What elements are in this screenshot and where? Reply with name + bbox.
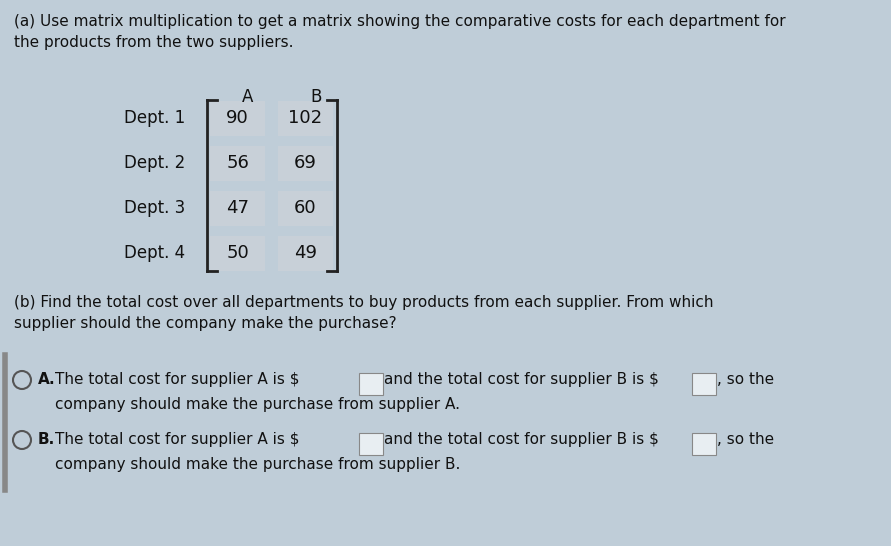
Text: 102: 102	[289, 109, 323, 127]
FancyBboxPatch shape	[210, 191, 265, 225]
FancyBboxPatch shape	[210, 100, 265, 135]
Text: and the total cost for supplier B is $: and the total cost for supplier B is $	[384, 432, 658, 447]
Text: Dept. 1: Dept. 1	[124, 109, 185, 127]
Text: company should make the purchase from supplier B.: company should make the purchase from su…	[55, 457, 461, 472]
Text: and the total cost for supplier B is $: and the total cost for supplier B is $	[384, 372, 658, 387]
FancyBboxPatch shape	[692, 433, 716, 455]
Text: company should make the purchase from supplier A.: company should make the purchase from su…	[55, 397, 460, 412]
Text: (a) Use matrix multiplication to get a matrix showing the comparative costs for : (a) Use matrix multiplication to get a m…	[14, 14, 786, 50]
FancyBboxPatch shape	[278, 235, 333, 270]
FancyBboxPatch shape	[278, 145, 333, 181]
Text: 49: 49	[294, 244, 317, 262]
FancyBboxPatch shape	[210, 235, 265, 270]
Text: 90: 90	[226, 109, 249, 127]
Text: A: A	[242, 88, 254, 106]
Text: , so the: , so the	[717, 432, 774, 447]
Text: B.: B.	[38, 432, 55, 447]
FancyBboxPatch shape	[692, 373, 716, 395]
FancyBboxPatch shape	[359, 433, 383, 455]
Text: Dept. 4: Dept. 4	[124, 244, 185, 262]
Text: B: B	[310, 88, 322, 106]
Text: The total cost for supplier A is $: The total cost for supplier A is $	[55, 372, 299, 387]
FancyBboxPatch shape	[278, 191, 333, 225]
FancyBboxPatch shape	[278, 100, 333, 135]
Text: A.: A.	[38, 372, 55, 387]
FancyBboxPatch shape	[210, 145, 265, 181]
Text: 69: 69	[294, 154, 317, 172]
Text: 50: 50	[226, 244, 249, 262]
Text: 47: 47	[226, 199, 249, 217]
Text: 56: 56	[226, 154, 249, 172]
Text: Dept. 3: Dept. 3	[124, 199, 185, 217]
Text: (b) Find the total cost over all departments to buy products from each supplier.: (b) Find the total cost over all departm…	[14, 295, 714, 331]
Text: 60: 60	[294, 199, 317, 217]
FancyBboxPatch shape	[359, 373, 383, 395]
Text: Dept. 2: Dept. 2	[124, 154, 185, 172]
Text: The total cost for supplier A is $: The total cost for supplier A is $	[55, 432, 299, 447]
Text: , so the: , so the	[717, 372, 774, 387]
